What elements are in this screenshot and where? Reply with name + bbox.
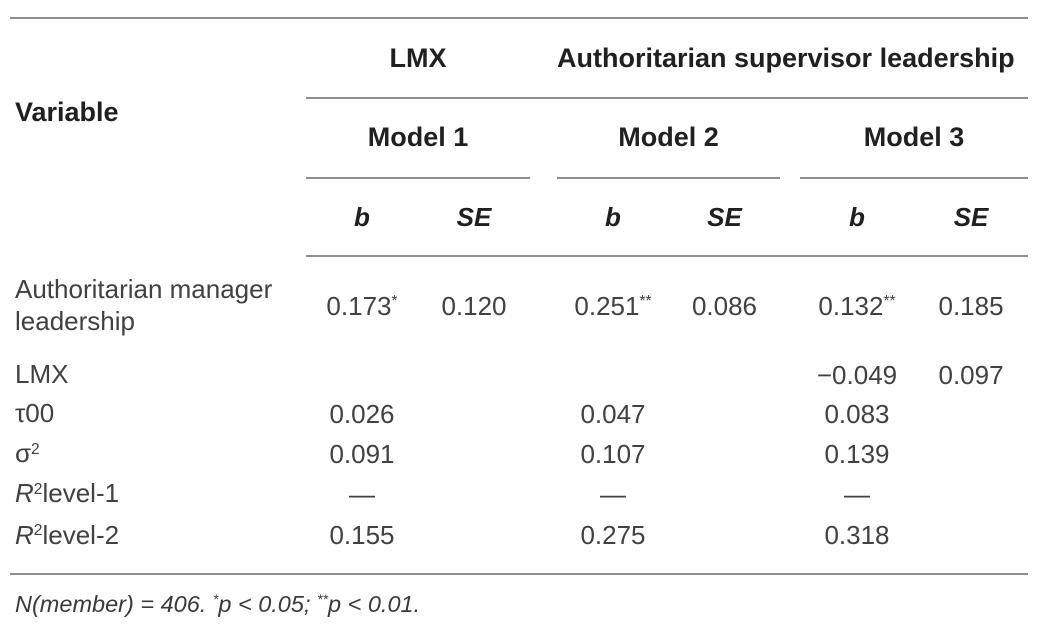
- coefficient-header-row: b SE b SE b SE: [10, 178, 1029, 257]
- cell-m1-b: 0.091: [329, 438, 395, 469]
- model-2-header: Model 2: [557, 98, 780, 179]
- model-3-se-header: SE: [914, 178, 1029, 257]
- column-gap: [780, 474, 800, 514]
- significance-asterisk: *: [212, 591, 219, 608]
- model-header-row: Model 1 Model 2 Model 3: [10, 98, 1029, 179]
- significance-asterisk: **: [317, 591, 328, 608]
- column-gap: [780, 394, 800, 434]
- table-row-lmx: LMX −0.049 0.097: [10, 356, 1028, 394]
- cell-m2-se: [669, 356, 780, 394]
- cell-m1-se: [418, 474, 530, 514]
- significance-asterisk: **: [883, 293, 896, 311]
- cell-m3-b: 0.139: [824, 438, 890, 469]
- paper-table-figure: Variable LMX Authoritarian supervisor le…: [10, 17, 1029, 617]
- column-gap: [780, 98, 800, 178]
- column-gap: [530, 256, 557, 356]
- variable-column-header: Variable: [15, 97, 119, 127]
- table-row-tau00: τ00 0.026 0.047 0.083: [10, 394, 1028, 434]
- column-gap: [780, 256, 800, 356]
- cell-m1-b: 0.173*: [326, 291, 398, 321]
- row-label: R2level-1: [15, 478, 120, 509]
- cell-m3-b: 0.083: [824, 398, 890, 429]
- cell-m1-b: 0.155: [306, 514, 418, 575]
- model-3-b-header: b: [800, 178, 914, 257]
- cell-m2-se: 0.086: [691, 291, 758, 321]
- cell-m3-se: 0.185: [938, 291, 1004, 321]
- cell-m3-b: 0.318: [800, 514, 914, 575]
- cell-m2-se: [669, 514, 780, 575]
- cell-m1-b: —: [349, 478, 375, 509]
- column-gap: [780, 178, 800, 257]
- significance-asterisk: *: [391, 293, 398, 311]
- row-label: σ2: [15, 438, 40, 469]
- column-gap: [530, 474, 557, 514]
- cell-m3-b: 0.132**: [818, 291, 896, 321]
- cell-m1-se: [418, 394, 530, 434]
- cell-m2-b: 0.047: [580, 398, 646, 429]
- model-2-se-header: SE: [669, 178, 780, 257]
- regression-results-table: Variable LMX Authoritarian supervisor le…: [10, 17, 1029, 575]
- column-gap: [530, 514, 557, 575]
- row-label: τ00: [15, 398, 55, 429]
- model-1-b-header: b: [306, 178, 418, 257]
- cell-m1-se: [418, 434, 530, 474]
- group-header-lmx: LMX: [306, 18, 530, 99]
- model-1-header: Model 1: [306, 98, 530, 179]
- column-gap: [780, 434, 800, 474]
- table-row-r2-level-1: R2level-1 — — —: [10, 474, 1028, 514]
- cell-m2-se: [669, 474, 780, 514]
- column-gap: [530, 356, 557, 394]
- column-gap: [780, 356, 800, 394]
- model-3-header: Model 3: [800, 98, 1029, 179]
- group-header-authoritarian-supervisor-leadership: Authoritarian supervisor leadership: [557, 18, 1029, 99]
- cell-m2-b: 0.107: [580, 438, 646, 469]
- cell-m2-se: [669, 434, 780, 474]
- table-footnote: N(member) = 406. *p < 0.05; **p < 0.01.: [15, 591, 421, 617]
- model-2-b-header: b: [557, 178, 669, 257]
- table-row-r2-level-2: R2level-2 0.155 0.275 0.318: [10, 514, 1029, 575]
- row-label: LMX: [15, 359, 69, 390]
- column-gap: [530, 178, 557, 257]
- model-1-se-header: SE: [418, 178, 530, 257]
- group-header-row: Variable LMX Authoritarian supervisor le…: [10, 18, 1029, 127]
- cell-m2-b: [557, 356, 669, 394]
- cell-m1-se: [418, 356, 530, 394]
- cell-m3-se: [914, 474, 1028, 514]
- column-gap: [530, 18, 557, 99]
- cell-m3-se: [914, 434, 1028, 474]
- cell-m1-se: [418, 514, 530, 575]
- cell-m1-b: [306, 356, 418, 394]
- cell-m3-b: —: [844, 478, 870, 509]
- cell-m3-b: −0.049: [816, 359, 898, 390]
- cell-m3-se: [914, 394, 1028, 434]
- cell-m2-b: 0.275: [557, 514, 669, 575]
- column-gap: [530, 394, 557, 434]
- row-label: Authoritarian manager leadership: [15, 274, 273, 336]
- table-row-authoritarian-manager-leadership: Authoritarian manager leadership 0.173* …: [10, 256, 1028, 356]
- cell-m2-b: —: [600, 478, 626, 509]
- column-gap: [530, 98, 557, 178]
- significance-asterisk: **: [639, 293, 652, 311]
- cell-m1-b: 0.026: [329, 398, 395, 429]
- column-gap: [780, 514, 800, 575]
- row-label: R2level-2: [10, 514, 306, 575]
- cell-m3-se: [914, 514, 1029, 575]
- column-gap: [530, 434, 557, 474]
- cell-m2-b: 0.251**: [574, 291, 652, 321]
- cell-m3-se: 0.097: [938, 359, 1004, 390]
- cell-m1-se: 0.120: [441, 291, 507, 321]
- table-row-sigma-squared: σ2 0.091 0.107 0.139: [10, 434, 1028, 474]
- cell-m2-se: [669, 394, 780, 434]
